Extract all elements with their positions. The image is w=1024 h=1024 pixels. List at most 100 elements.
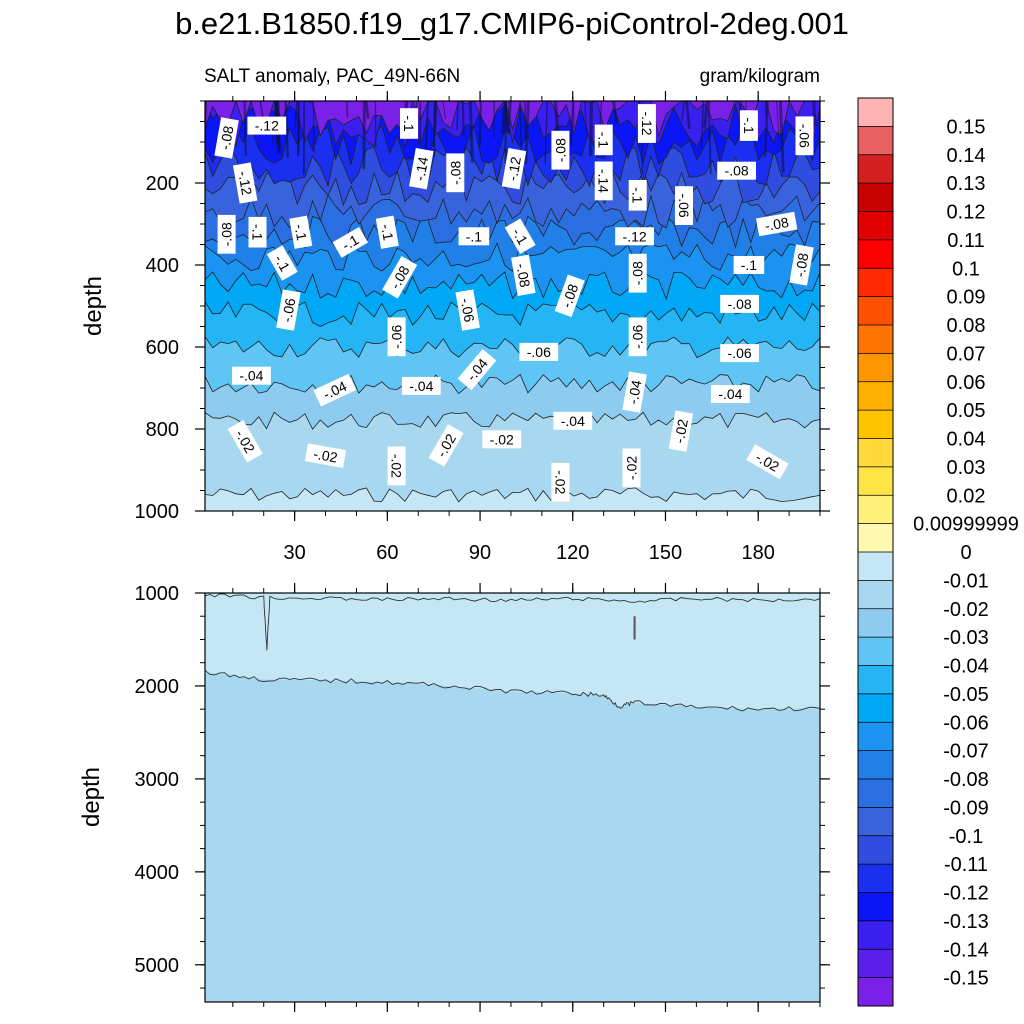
surface-streak bbox=[776, 101, 780, 140]
contour-label-text: -.08 bbox=[725, 163, 749, 179]
contour-label-text: -.1 bbox=[741, 257, 758, 273]
contour-label-box bbox=[289, 215, 313, 249]
contour-label-box bbox=[551, 130, 570, 170]
contour-label-text: -.08 bbox=[219, 222, 235, 246]
colorbar-label: -0.14 bbox=[943, 939, 989, 961]
contour-label-text: -.1 bbox=[378, 223, 397, 242]
colorbar-swatch bbox=[858, 353, 893, 383]
surface-streak bbox=[544, 101, 548, 164]
contour-label: -.1 bbox=[733, 256, 765, 274]
colorbar-swatch bbox=[858, 410, 893, 439]
colorbar-swatch bbox=[858, 665, 893, 695]
contour-label: -.1 bbox=[266, 245, 298, 281]
colorbar-swatch bbox=[858, 693, 893, 723]
colorbar: 0.15 0.14 0.13 0.12 0.11 0.1 0.09 0.08 0.07 0.06 0… bbox=[857, 97, 1019, 1007]
y-tick-label: 800 bbox=[146, 419, 179, 441]
contour-label-box bbox=[375, 215, 399, 249]
contour-label-text: -.02 bbox=[671, 418, 691, 445]
colorbar-swatch bbox=[858, 154, 893, 184]
contour-label: -.1 bbox=[628, 180, 647, 211]
colorbar-label: 0.12 bbox=[947, 202, 986, 224]
colorbar-swatch bbox=[858, 98, 893, 127]
contour-label-text: -.08 bbox=[792, 252, 812, 279]
colorbar-label: -0.15 bbox=[943, 968, 989, 990]
contour-label-box bbox=[720, 344, 759, 363]
colorbar-label: -0.04 bbox=[943, 656, 989, 678]
colorbar-swatch bbox=[858, 807, 893, 837]
contour-label-text: -.04 bbox=[561, 413, 585, 429]
contour-label-box bbox=[622, 448, 641, 488]
lower-plot-frame bbox=[204, 592, 821, 1003]
contour-label-box bbox=[227, 419, 263, 463]
colorbar-label: 0.14 bbox=[947, 145, 986, 167]
contour-label-text: -.14 bbox=[596, 169, 612, 193]
surface-streak bbox=[703, 101, 709, 129]
surface-streak bbox=[456, 101, 459, 131]
surface-streak bbox=[364, 101, 370, 119]
contour-label: -.02 bbox=[482, 430, 522, 449]
colorbar-swatch bbox=[858, 920, 893, 950]
colorbar-swatch bbox=[858, 296, 893, 326]
contour-label-text: -.1 bbox=[250, 224, 266, 241]
contour-label-box bbox=[594, 124, 613, 156]
contour-label: -.1 bbox=[289, 215, 313, 249]
surface-streak bbox=[243, 101, 247, 156]
contour-label-box bbox=[551, 462, 570, 502]
surface-streak bbox=[346, 101, 349, 118]
colorbar-label: -0.05 bbox=[943, 684, 989, 706]
y-tick-label: 3000 bbox=[135, 769, 180, 791]
contour-label-text: -.04 bbox=[239, 368, 263, 384]
contour-label-text: -.12 bbox=[504, 155, 524, 182]
colorbar-label: -0.08 bbox=[943, 769, 989, 791]
surface-streak bbox=[297, 101, 300, 153]
colorbar-swatch bbox=[858, 949, 893, 978]
surface-streak bbox=[432, 101, 436, 147]
contour-label: -.14 bbox=[409, 148, 434, 190]
lower-axes: 1000 2000 3000 4000 5000 bbox=[135, 583, 830, 1012]
contour-label-box bbox=[400, 108, 418, 139]
contour-label: -.1 bbox=[400, 108, 418, 139]
contour-label: -.14 bbox=[594, 161, 613, 201]
surface-streak bbox=[478, 101, 482, 147]
surface-streak bbox=[707, 101, 712, 175]
colorbar-swatch bbox=[858, 523, 893, 553]
surface-streak bbox=[763, 101, 769, 158]
contour-label-box bbox=[446, 153, 465, 193]
contour-label-box bbox=[409, 148, 434, 190]
contour-label-box bbox=[457, 348, 497, 391]
contour-label-text: -.02 bbox=[624, 456, 640, 480]
contour-label-text: -.06 bbox=[278, 297, 298, 324]
contour-label-text: -.04 bbox=[409, 378, 433, 394]
contour-label: -.06 bbox=[519, 342, 559, 361]
contour-label-box bbox=[789, 244, 814, 286]
colorbar-label: 0.1 bbox=[952, 258, 980, 280]
surface-streak bbox=[588, 101, 594, 157]
contour-label-text: -.02 bbox=[490, 431, 514, 447]
contour-label-box bbox=[668, 410, 694, 452]
contour-label: -.08 bbox=[511, 254, 536, 296]
contour-label-text: -.04 bbox=[718, 386, 742, 402]
contour-label-box bbox=[717, 161, 756, 180]
colorbar-swatch bbox=[858, 211, 893, 241]
surface-streak bbox=[612, 101, 618, 124]
upper-y-axis-label: depth bbox=[80, 276, 107, 336]
contour-label: -.12 bbox=[615, 227, 654, 246]
colorbar-label: 0.04 bbox=[947, 429, 986, 451]
contour-label-text: -.08 bbox=[447, 161, 463, 185]
colorbar-label: 0.08 bbox=[947, 315, 986, 337]
contour-label-text: -.08 bbox=[552, 138, 568, 162]
contour-label-box bbox=[266, 245, 298, 281]
contour-label-box bbox=[594, 161, 613, 201]
contour-label-box bbox=[739, 110, 758, 141]
colorbar-label: -0.13 bbox=[943, 911, 989, 933]
contour-label-box bbox=[458, 227, 490, 246]
colorbar-label: 0.06 bbox=[947, 372, 986, 394]
contour-band--0p15 bbox=[205, 101, 820, 138]
contour-line--0p01 bbox=[205, 593, 820, 651]
contour-label-box bbox=[733, 256, 765, 274]
contour-label: -.12 bbox=[232, 162, 258, 204]
contour-label-text: -.08 bbox=[513, 262, 533, 289]
colorbar-swatch bbox=[858, 637, 893, 666]
colorbar-swatch bbox=[858, 580, 893, 610]
contour-label-text: -.08 bbox=[558, 282, 581, 310]
